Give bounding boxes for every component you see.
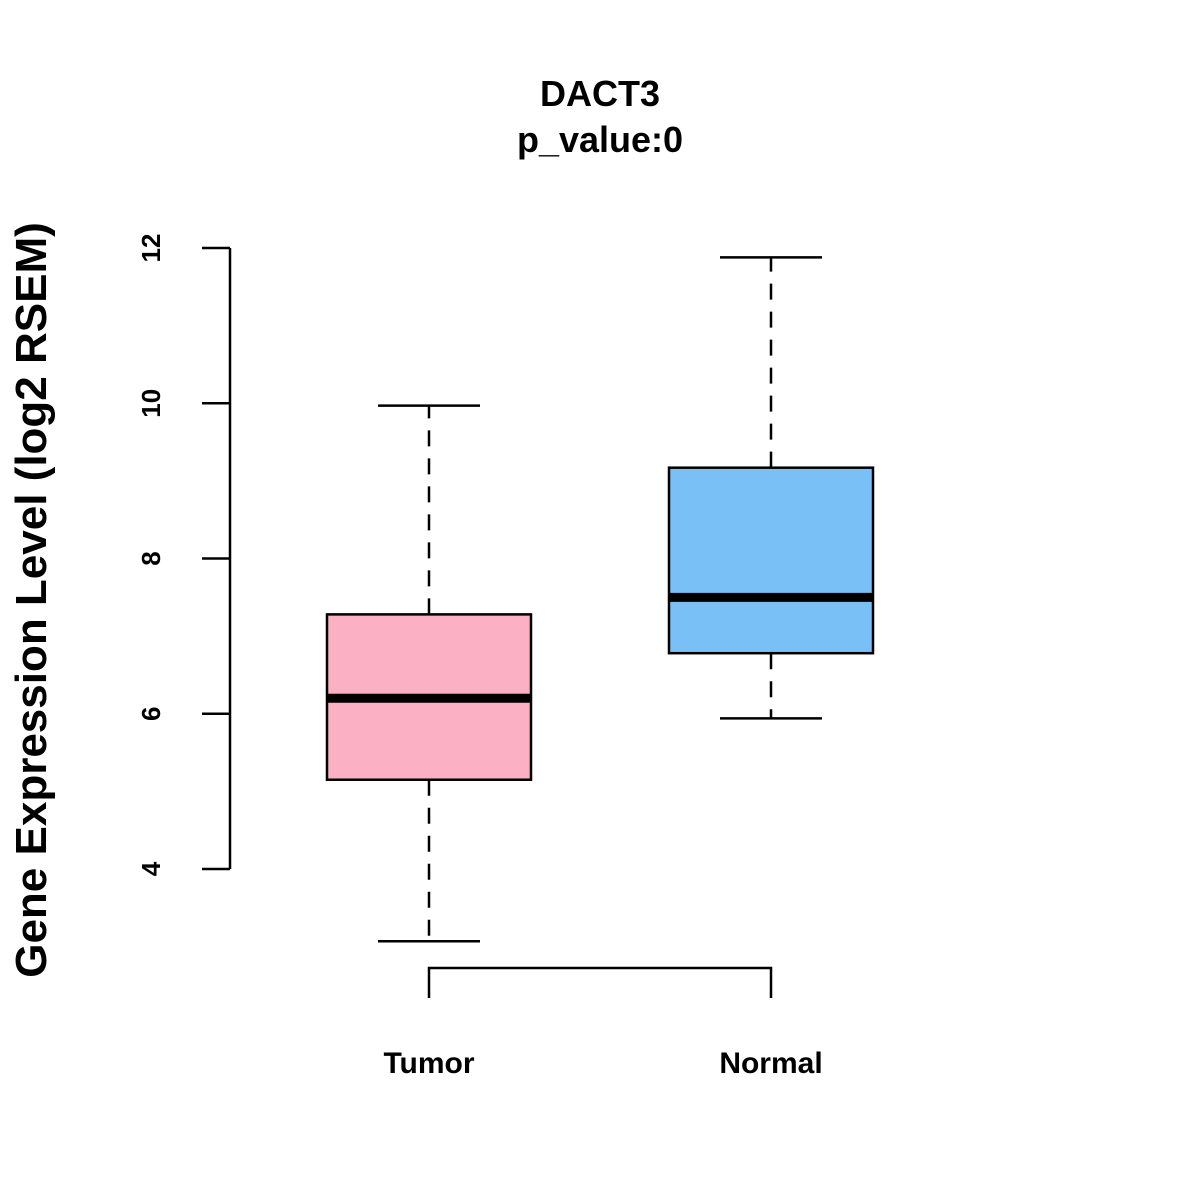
chart-title: DACT3 (540, 73, 660, 114)
category-label-tumor: Tumor (383, 1047, 474, 1080)
box-tumor (325, 404, 533, 943)
tumor-normal-bracket (427, 966, 773, 998)
normal-iqr-box (667, 466, 875, 655)
chart-subtitle: p_value:0 (517, 119, 683, 160)
y-axis: 4 6 8 10 12 (136, 234, 232, 876)
y-axis-label: Gene Expression Level (log2 RSEM) (7, 222, 56, 978)
boxes (325, 256, 875, 943)
y-tick-label-12: 12 (136, 234, 166, 263)
y-tick-label-10: 10 (136, 389, 166, 418)
category-labels: Tumor Normal (383, 1047, 822, 1080)
y-tick-label-4: 4 (136, 861, 166, 876)
y-tick-label-6: 6 (136, 707, 166, 721)
category-label-normal: Normal (719, 1047, 822, 1080)
y-tick-label-8: 8 (136, 551, 166, 565)
box-normal (667, 256, 875, 720)
comparison-bracket (427, 966, 773, 998)
